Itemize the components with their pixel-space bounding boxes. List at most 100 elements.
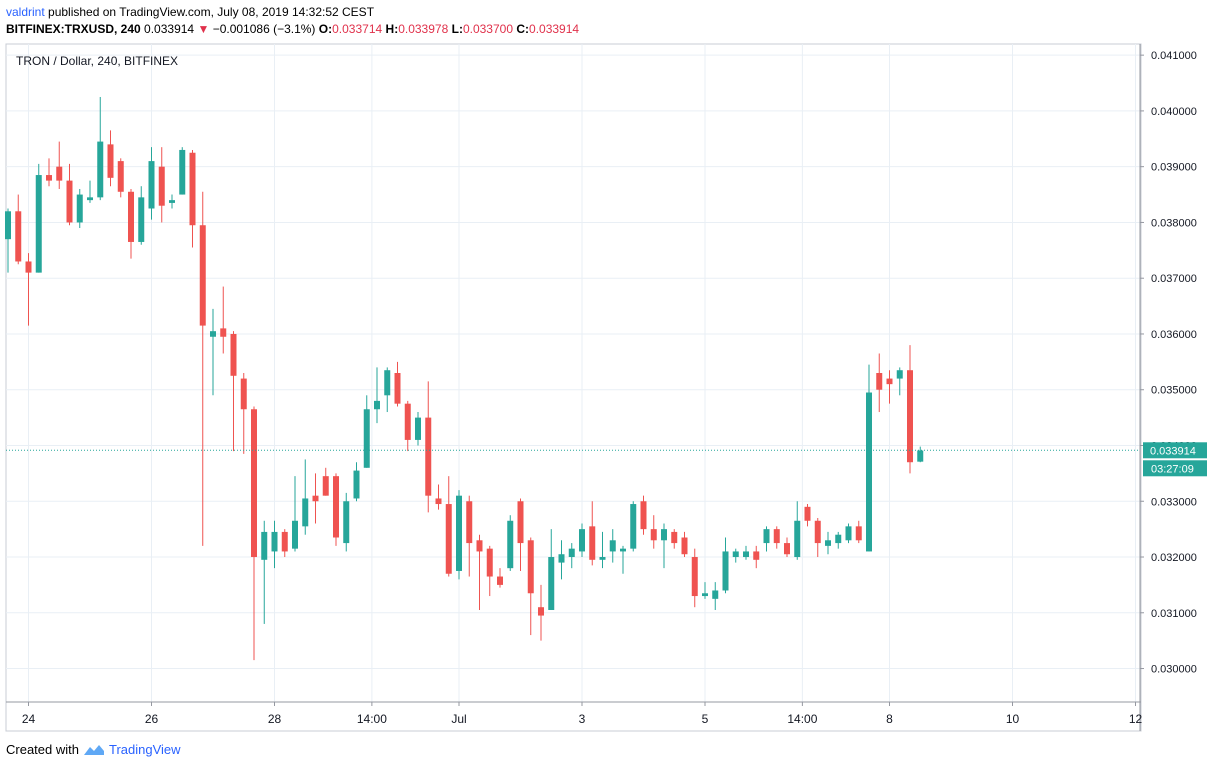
candle [15, 194, 22, 265]
candle [148, 147, 155, 220]
high-value: 0.033978 [398, 22, 449, 36]
candle [87, 180, 93, 203]
candle [353, 462, 360, 502]
candle-body [599, 557, 606, 560]
last-price: 0.033914 [144, 22, 195, 36]
publish-info: valdrint published on TradingView.com, J… [6, 5, 374, 19]
time-axis[interactable]: 24 26 28 14:00 Jul 3 5 14:00 8 10 12 [6, 701, 1142, 726]
candle-body [579, 529, 585, 552]
candle-body [210, 331, 216, 337]
candle [722, 537, 729, 594]
candle-body [507, 520, 514, 569]
price-tick-label: 0.030000 [1151, 664, 1197, 676]
candle [466, 495, 473, 577]
candle-body [404, 403, 411, 440]
candle [538, 584, 544, 641]
candle-body [148, 161, 155, 209]
candle [855, 520, 862, 544]
author-link[interactable]: valdrint [6, 5, 45, 19]
candle [363, 395, 370, 468]
candle [661, 523, 667, 569]
candle [650, 515, 657, 549]
candle-body [292, 520, 298, 549]
candle [558, 540, 565, 580]
candle [630, 501, 637, 552]
price-tick-label: 0.041000 [1151, 50, 1197, 62]
price-tick-label: 0.031000 [1151, 608, 1197, 620]
candle [681, 531, 688, 558]
candle-body [517, 501, 524, 544]
tradingview-brand[interactable]: TradingView [108, 742, 181, 757]
candle-body [609, 540, 616, 552]
candle-body [128, 191, 134, 242]
countdown-box [1143, 460, 1207, 477]
candle [825, 531, 831, 555]
candle-body [302, 498, 309, 527]
candle [66, 163, 73, 226]
candle [394, 361, 401, 407]
candle [476, 534, 483, 610]
time-tick-label: 24 [22, 712, 36, 726]
price-tick-label: 0.033000 [1151, 496, 1197, 508]
price-axis[interactable]: 0.0300000.0310000.0320000.0330000.034000… [1139, 44, 1197, 731]
candle [179, 147, 186, 195]
candle [568, 543, 575, 569]
candle [97, 96, 104, 201]
candle [866, 364, 872, 552]
candle-body [415, 417, 421, 440]
candle-body [866, 392, 872, 552]
candle-body [855, 526, 862, 541]
symbol-label: BITFINEX:TRXUSD, 240 [6, 22, 141, 36]
candle-body [804, 506, 811, 521]
candle-body [538, 607, 544, 616]
tradingview-logo-icon[interactable] [83, 743, 105, 757]
triangle-down-icon: ▼ [197, 22, 210, 36]
candle [261, 520, 268, 624]
candle-body [312, 495, 319, 502]
candle [158, 147, 165, 223]
candle-body [476, 540, 483, 552]
candle-body [907, 370, 913, 463]
candle [620, 545, 626, 574]
candle [281, 529, 288, 558]
candle-body [230, 333, 237, 376]
candle-body [743, 551, 749, 558]
candle-body [886, 378, 893, 385]
candle-body [486, 548, 493, 577]
time-tick-label: 5 [702, 712, 709, 726]
time-tick-label: 14:00 [357, 712, 387, 726]
candle-body [343, 501, 350, 544]
candle-body [199, 225, 206, 326]
candle [917, 446, 924, 463]
candle-body [691, 557, 698, 597]
price-tick-label: 0.035000 [1151, 385, 1197, 397]
open-value: 0.033714 [332, 22, 383, 36]
candle [46, 158, 52, 187]
candle-body [5, 211, 11, 240]
candle-body [671, 531, 678, 544]
candle-body [753, 551, 760, 560]
candle-body [46, 175, 52, 181]
time-tick-label: Jul [451, 712, 466, 726]
open-label: O: [318, 22, 333, 36]
candle [425, 381, 432, 513]
candle-body [558, 554, 565, 563]
candle-body [374, 400, 380, 410]
low-value: 0.033700 [462, 22, 513, 36]
candle [702, 582, 708, 599]
price-tick-label: 0.040000 [1151, 106, 1197, 118]
candle-body [138, 197, 145, 242]
price-tag-value: 0.033914 [1150, 445, 1196, 457]
last-price-tag: 0.033914 03:27:09 [6, 442, 1207, 477]
candle-body [681, 537, 688, 555]
candle [271, 520, 278, 569]
candle-body [220, 328, 227, 337]
candle [128, 188, 134, 259]
candle [251, 406, 257, 661]
time-tick-label: 3 [579, 712, 586, 726]
candle-body [845, 526, 852, 541]
candle [835, 531, 842, 549]
candle [743, 545, 749, 560]
candle [384, 367, 391, 413]
